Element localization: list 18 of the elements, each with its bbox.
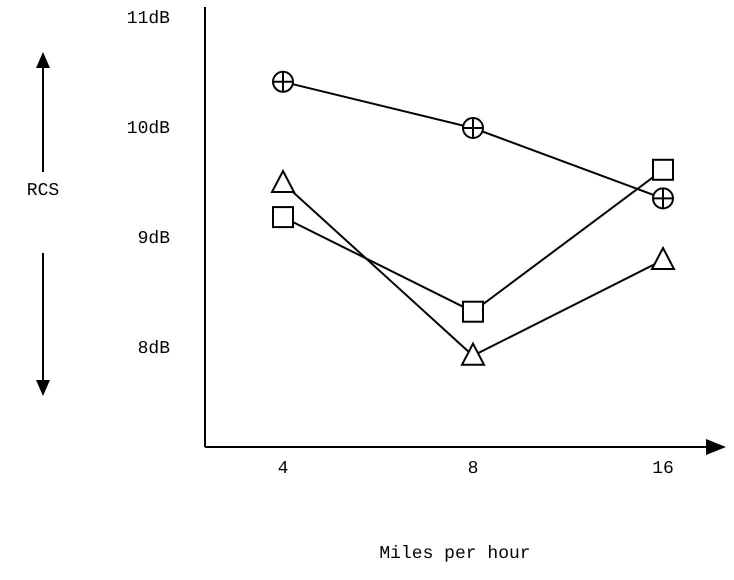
y-tick-label: 8dB bbox=[138, 338, 170, 359]
x-tick-label: 16 bbox=[652, 458, 674, 479]
x-axis-title: Miles per hour bbox=[379, 544, 531, 564]
y-tick-label: 11dB bbox=[126, 8, 170, 29]
point bbox=[651, 247, 675, 270]
y-tick-label: 10dB bbox=[126, 118, 170, 139]
point bbox=[652, 187, 674, 210]
x-tick-label: 4 bbox=[278, 458, 288, 479]
point bbox=[272, 70, 294, 93]
point bbox=[462, 300, 484, 323]
point bbox=[461, 342, 485, 366]
point bbox=[272, 206, 294, 228]
point bbox=[462, 117, 484, 139]
y-axis-title: RCS bbox=[26, 180, 60, 201]
point bbox=[652, 158, 674, 181]
point bbox=[271, 170, 295, 193]
y-tick-label: 9dB bbox=[138, 228, 170, 249]
x-tick-label: 8 bbox=[468, 458, 478, 479]
